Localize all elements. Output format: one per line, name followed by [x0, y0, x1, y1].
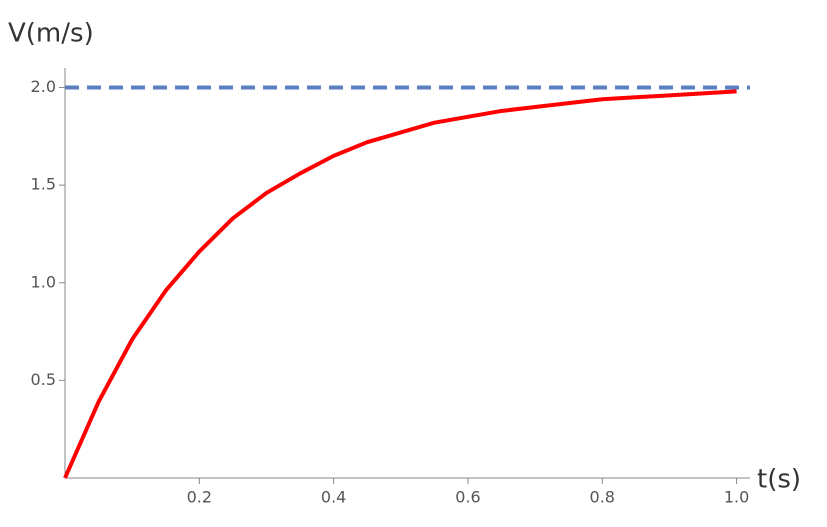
- y-axis-label: V(m/s): [8, 19, 94, 49]
- x-tick-label: 1.0: [724, 488, 749, 507]
- y-tick-label: 0.5: [31, 370, 56, 389]
- x-tick-label: 0.2: [187, 488, 212, 507]
- x-axis-label: t(s): [757, 465, 801, 495]
- x-tick-label: 0.8: [590, 488, 615, 507]
- curve: [63, 89, 737, 479]
- x-tick-label: 0.4: [321, 488, 346, 507]
- y-tick-label: 1.5: [31, 175, 56, 194]
- y-tick-label: 2.0: [31, 77, 56, 96]
- x-tick-label: 0.6: [455, 488, 480, 507]
- y-tick-label: 1.0: [31, 272, 56, 291]
